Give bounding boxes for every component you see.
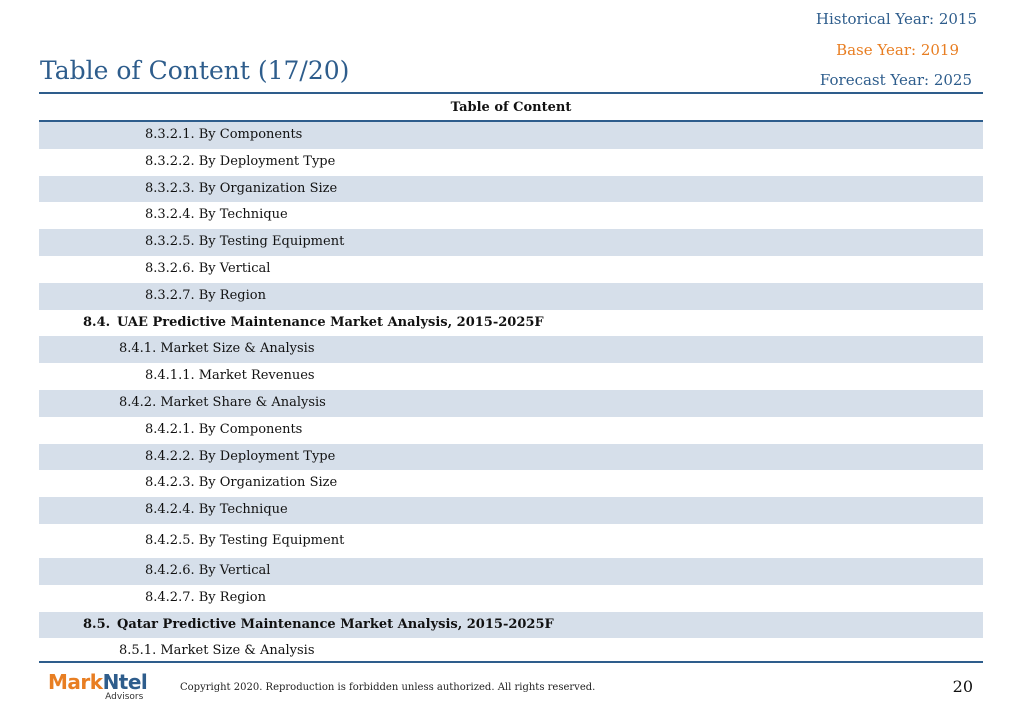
toc-entry-text: 8.3.2.5. By Testing Equipment bbox=[145, 234, 345, 250]
copyright-notice: Copyright 2020. Reproduction is forbidde… bbox=[180, 682, 596, 693]
toc-entry-text: 8.4.2.6. By Vertical bbox=[145, 562, 271, 578]
toc-entry-text: Qatar Predictive Maintenance Market Anal… bbox=[117, 616, 554, 632]
toc-entry-row: 8.3.2.3. By Organization Size bbox=[39, 175, 983, 203]
toc-entry-row: 8.4.2.7. By Region bbox=[39, 585, 983, 612]
toc-entry-text: 8.5.1. Market Size & Analysis bbox=[119, 643, 315, 659]
toc-entry-row: 8.3.2.4. By Technique bbox=[39, 202, 983, 229]
toc-entry-text: 8.4.2.5. By Testing Equipment bbox=[145, 532, 345, 548]
toc-entry-text: 8.4.2. Market Share & Analysis bbox=[119, 394, 326, 410]
toc-entry-row: 8.3.2.2. By Deployment Type bbox=[39, 149, 983, 176]
toc-entry-text: 8.3.2.7. By Region bbox=[145, 287, 266, 303]
toc-entry-row: 8.3.2.7. By Region bbox=[39, 282, 983, 310]
toc-entry-row: 8.3.2.1. By Components bbox=[39, 122, 983, 149]
page-number: 20 bbox=[952, 677, 973, 696]
toc-entry-row: 8.4.2.4. By Technique bbox=[39, 497, 983, 524]
toc-table-heading: Table of Content bbox=[39, 95, 983, 122]
toc-entry-row: 8.5.1. Market Size & Analysis bbox=[39, 638, 983, 665]
title-divider bbox=[39, 92, 983, 94]
toc-section-number: 8.4. bbox=[83, 314, 111, 330]
toc-entry-row: 8.3.2.6. By Vertical bbox=[39, 256, 983, 283]
toc-entry-text: UAE Predictive Maintenance Market Analys… bbox=[117, 314, 544, 330]
forecast-year: Forecast Year: 2025 bbox=[819, 71, 972, 89]
toc-table: Table of Content 8.3.2.1. By Components 8… bbox=[39, 95, 983, 665]
toc-entry-row: 8.4.2. Market Share & Analysis bbox=[39, 389, 983, 417]
toc-entry-text: 8.4.2.2. By Deployment Type bbox=[145, 448, 336, 464]
toc-entry-row: 8.4.2.2. By Deployment Type bbox=[39, 443, 983, 471]
page-title: Table of Content (17/20) bbox=[40, 56, 350, 85]
toc-entry-text: 8.4.2.4. By Technique bbox=[145, 502, 288, 518]
toc-entry-row: 8.4.2.3. By Organization Size bbox=[39, 470, 983, 497]
toc-entry-row: 8.4.2.6. By Vertical bbox=[39, 557, 983, 585]
base-year: Base Year: 2019 bbox=[836, 41, 959, 59]
toc-entry-text: 8.4.2.7. By Region bbox=[145, 589, 266, 605]
logo-subtitle: Advisors bbox=[105, 692, 144, 702]
logo-wordmark: MarkNtel bbox=[48, 670, 148, 694]
toc-entry-row: 8.4.2.5. By Testing Equipment bbox=[39, 524, 983, 558]
toc-section-row: 8.4. UAE Predictive Maintenance Market An… bbox=[39, 310, 983, 337]
footer-divider bbox=[39, 661, 983, 663]
toc-entry-text: 8.4.1. Market Size & Analysis bbox=[119, 341, 315, 357]
toc-entry-text: 8.4.2.3. By Organization Size bbox=[145, 475, 338, 491]
toc-entry-row: 8.4.1. Market Size & Analysis bbox=[39, 336, 983, 364]
markntel-logo: MarkNtel Advisors bbox=[48, 670, 148, 702]
toc-entry-text: 8.4.1.1. Market Revenues bbox=[145, 368, 315, 384]
toc-entry-text: 8.3.2.4. By Technique bbox=[145, 207, 288, 223]
toc-entry-text: 8.3.2.1. By Components bbox=[145, 127, 303, 142]
toc-entry-text: 8.3.2.2. By Deployment Type bbox=[145, 153, 336, 169]
toc-entry-text: 8.4.2.1. By Components bbox=[145, 421, 303, 437]
toc-entry-row: 8.4.1.1. Market Revenues bbox=[39, 363, 983, 390]
toc-entry-row: 8.3.2.5. By Testing Equipment bbox=[39, 229, 983, 256]
toc-section-number: 8.5. bbox=[83, 616, 111, 632]
historical-year: Historical Year: 2015 bbox=[815, 10, 977, 28]
toc-entry-row: 8.4.2.1. By Components bbox=[39, 417, 983, 444]
toc-section-row: 8.5. Qatar Predictive Maintenance Market … bbox=[39, 611, 983, 639]
toc-rows: 8.3.2.1. By Components 8.3.2.2. By Deploy… bbox=[39, 122, 983, 665]
toc-entry-text: 8.3.2.6. By Vertical bbox=[145, 260, 271, 276]
toc-entry-text: 8.3.2.3. By Organization Size bbox=[145, 180, 338, 196]
